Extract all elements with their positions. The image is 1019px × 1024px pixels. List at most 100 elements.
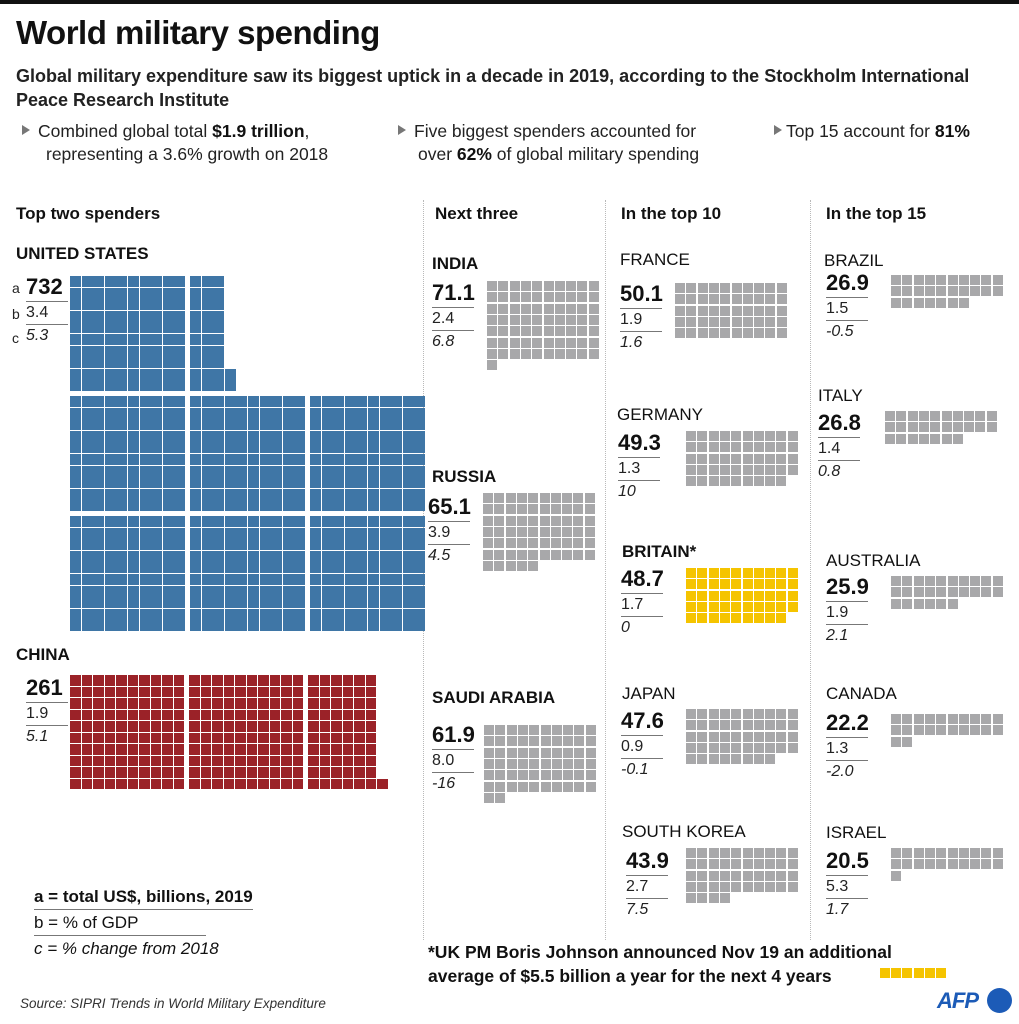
waffle-square — [936, 576, 947, 586]
waffle-square — [753, 859, 764, 870]
waffle-square — [577, 314, 588, 325]
waffle-square — [936, 587, 947, 598]
waffle-square — [321, 608, 333, 620]
waffle-square — [731, 590, 742, 601]
waffle-square — [958, 576, 969, 586]
waffle-square — [686, 476, 696, 487]
waffle-square — [162, 345, 174, 357]
waffle-square — [70, 454, 81, 465]
waffle-square — [947, 576, 958, 586]
waffle-square — [190, 488, 201, 500]
waffle-square — [379, 430, 391, 442]
waffle-square — [104, 500, 116, 512]
waffle-square — [189, 732, 200, 744]
country-values: 71.1 2.4 6.8 — [432, 280, 475, 353]
waffle-square — [686, 709, 696, 719]
waffle-square — [742, 328, 753, 339]
waffle-square — [93, 574, 105, 585]
waffle-square — [259, 574, 271, 585]
waffle-square — [970, 859, 981, 870]
waffle-square — [498, 348, 509, 359]
waffle-square — [201, 574, 213, 585]
value-change-pct: -0.5 — [826, 323, 854, 340]
waffle-square — [81, 407, 93, 419]
waffle-square — [574, 781, 585, 792]
waffle-square — [93, 608, 105, 620]
waffle-square — [116, 380, 128, 392]
waffle-square — [223, 755, 235, 767]
waffle-square — [174, 574, 186, 585]
waffle-square — [93, 686, 104, 698]
waffle-square — [308, 709, 319, 721]
value-change-pct: 0 — [621, 619, 630, 636]
waffle-square — [981, 859, 992, 870]
waffle-square — [213, 442, 225, 454]
waffle-square — [128, 454, 139, 465]
waffle-square — [151, 368, 163, 380]
waffle-square — [201, 345, 213, 357]
waffle-square — [356, 620, 368, 632]
waffle-square — [719, 453, 730, 464]
waffle-square — [414, 500, 426, 512]
waffle-square — [776, 720, 787, 731]
waffle-square — [162, 310, 174, 322]
waffle-square — [258, 698, 269, 709]
waffle-square — [936, 848, 947, 858]
waffle-square — [310, 488, 321, 500]
waffle-square — [765, 881, 776, 892]
waffle-square — [213, 527, 225, 539]
waffle-square — [342, 755, 354, 767]
value-change-pct: 5.3 — [26, 327, 49, 344]
waffle-square — [731, 305, 742, 316]
waffle-square — [93, 585, 105, 597]
waffle-square — [368, 527, 379, 539]
waffle-square — [391, 396, 403, 407]
waffle-square — [697, 848, 708, 858]
waffle-square — [776, 283, 787, 293]
waffle-square — [913, 968, 924, 978]
waffle-square — [498, 337, 509, 348]
waffle-square — [550, 526, 561, 537]
waffle-square — [139, 597, 151, 609]
waffle-square — [708, 431, 719, 441]
waffle-square — [151, 310, 163, 322]
waffle-square — [116, 516, 128, 527]
waffle-square — [368, 454, 379, 465]
waffle-square — [321, 465, 333, 477]
waffle-square — [162, 562, 174, 574]
waffle-square — [344, 396, 356, 407]
waffle-square — [402, 488, 414, 500]
waffle-square — [139, 620, 151, 632]
waffle-square — [269, 686, 281, 698]
waffle-square — [93, 620, 105, 632]
waffle-square — [104, 334, 116, 345]
waffle-square — [81, 488, 93, 500]
waffle-square — [190, 396, 201, 407]
waffle-square — [902, 576, 913, 586]
waffle-square — [116, 550, 128, 562]
waffle-square — [93, 550, 105, 562]
waffle-square — [162, 585, 174, 597]
waffle-square — [494, 538, 505, 549]
waffle-square — [128, 419, 139, 431]
waffle-square — [686, 601, 696, 612]
waffle-square — [719, 881, 730, 892]
waffle-square — [528, 493, 539, 503]
waffle-square — [201, 527, 213, 539]
waffle-square — [765, 848, 776, 858]
waffle-square — [753, 720, 764, 731]
waffle-square — [697, 305, 708, 316]
waffle-square — [344, 527, 356, 539]
waffle-square — [554, 326, 565, 337]
waffle-square — [190, 516, 201, 527]
waffle-square — [588, 337, 599, 348]
waffle-square — [379, 442, 391, 454]
value-total: 25.9 — [826, 574, 869, 602]
waffle-square — [93, 767, 104, 778]
waffle-square — [731, 453, 742, 464]
waffle-square — [282, 597, 294, 609]
waffle-square — [414, 396, 426, 407]
waffle-square — [201, 465, 213, 477]
waffle-square — [952, 422, 963, 433]
waffle-square — [151, 562, 163, 574]
